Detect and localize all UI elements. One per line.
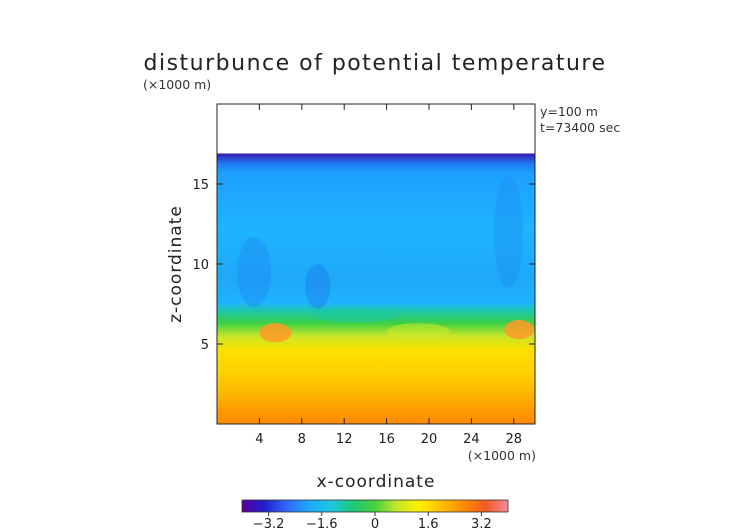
field-features <box>237 176 534 343</box>
cold-pocket <box>493 176 524 288</box>
colorbar-tick-label: 0 <box>371 517 379 532</box>
x-axis-ticks: 4 8 12 16 20 24 28 <box>255 104 522 447</box>
colorbar-ticks: −3.2 −1.6 0 1.6 3.2 <box>253 512 492 532</box>
z-unit-label: (×1000 m) <box>143 77 211 92</box>
y-tick-label: 5 <box>201 338 209 353</box>
x-tick-label: 16 <box>378 432 395 447</box>
colorbar-tick-label: 1.6 <box>418 517 439 532</box>
x-axis-label: x-coordinate <box>317 472 436 492</box>
colorbar-tick-label: −1.6 <box>306 517 338 532</box>
colorbar-tick-label: −3.2 <box>253 517 285 532</box>
x-tick-label: 12 <box>336 432 353 447</box>
y-tick-label: 15 <box>192 178 209 193</box>
x-unit-label: (×1000 m) <box>468 448 536 463</box>
transition-wave <box>386 323 451 340</box>
plot-area: 4 8 12 16 20 24 28 5 10 15 <box>192 103 536 447</box>
x-tick-label: 20 <box>421 432 438 447</box>
x-tick-label: 24 <box>463 432 480 447</box>
colorbar-bar <box>241 499 509 513</box>
colorbar-tick-label: 3.2 <box>471 517 492 532</box>
x-tick-label: 8 <box>298 432 306 447</box>
warm-blob <box>504 320 534 340</box>
colorbar: −3.2 −1.6 0 1.6 3.2 <box>241 499 509 532</box>
y-axis-label: z-coordinate <box>166 205 186 323</box>
y-axis-ticks: 5 10 15 <box>192 178 535 353</box>
y-tick-label: 10 <box>192 258 209 273</box>
annotation-y: y=100 m <box>540 104 598 119</box>
cold-pocket <box>304 264 331 309</box>
annotation-t: t=73400 sec <box>540 120 620 135</box>
chart-title: disturbunce of potential temperature <box>144 51 607 76</box>
warm-blob <box>259 323 292 343</box>
x-tick-label: 28 <box>506 432 523 447</box>
x-tick-label: 4 <box>255 432 263 447</box>
transition-wave <box>312 308 398 323</box>
cold-pocket <box>237 236 272 308</box>
field-fill <box>217 104 535 424</box>
